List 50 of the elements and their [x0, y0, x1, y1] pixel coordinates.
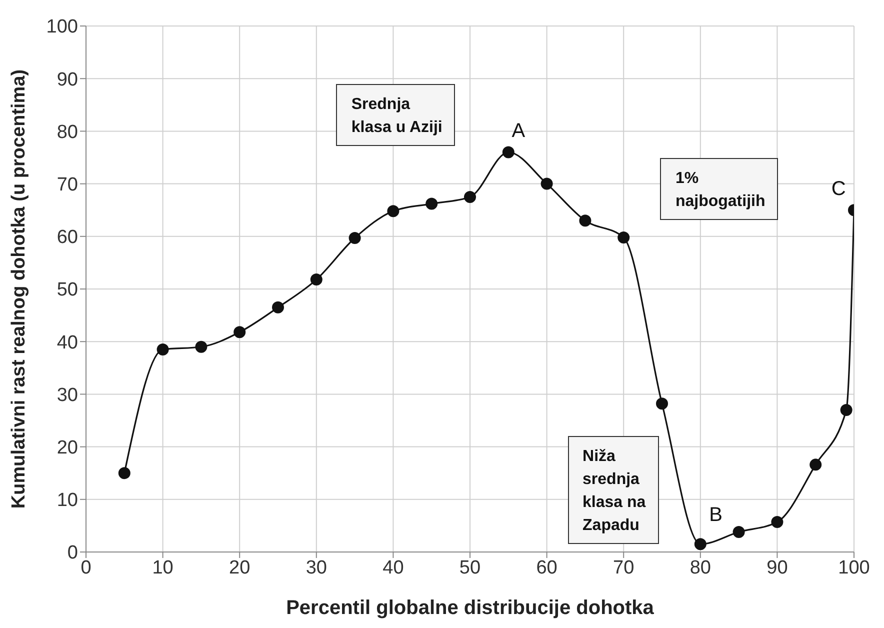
point: [464, 190, 476, 203]
x-tick-label: 20: [229, 557, 250, 578]
y-tick-label: 50: [56, 280, 78, 301]
point: [348, 232, 361, 244]
y-tick-label: 80: [56, 122, 78, 143]
x-tick-label: 30: [306, 557, 327, 578]
y-tick-label: 90: [56, 69, 78, 90]
annotation: Niža srednja klasa na Zapadu: [582, 447, 646, 536]
point: [426, 198, 438, 210]
y-tick-label: 20: [56, 438, 78, 459]
point: [771, 516, 784, 528]
annotation: B: [709, 504, 722, 526]
point: [272, 301, 284, 314]
point: [502, 146, 514, 158]
point: [234, 326, 246, 338]
x-tick-label: 10: [152, 557, 174, 578]
x-tick-label: 60: [536, 557, 558, 578]
point: [732, 526, 745, 538]
point: [579, 214, 592, 227]
x-tick-label: 100: [838, 557, 870, 578]
y-axis-title: Kumulativni rast realnog dohotka (u procentima): [8, 69, 30, 509]
x-axis-title: Percentil globalne distribucije dohotka: [286, 597, 655, 619]
x-tick-label: 40: [382, 557, 404, 578]
y-tick-label: 40: [56, 332, 78, 354]
point: [810, 458, 822, 471]
point: [840, 404, 852, 416]
point: [195, 340, 208, 353]
point: [694, 538, 706, 550]
x-tick-label: 50: [459, 557, 481, 578]
annotation: Srednja klasa u Aziji: [351, 94, 442, 138]
x-tick-label: 70: [613, 557, 634, 578]
point: [156, 343, 169, 356]
y-tick-label: 70: [56, 174, 78, 196]
point: [540, 178, 553, 190]
annotation: C: [831, 178, 846, 200]
point: [118, 467, 130, 480]
point: [387, 205, 400, 218]
point: [618, 231, 630, 244]
y-tick-label: 10: [56, 490, 78, 512]
y-tick-label: 0: [67, 542, 78, 564]
x-tick-label: 80: [690, 557, 711, 578]
y-tick-label: 100: [46, 16, 78, 38]
point: [656, 398, 668, 410]
point: [310, 274, 322, 286]
annotation: 1% najbogatijih: [675, 168, 766, 212]
y-tick-label: 30: [56, 384, 78, 406]
y-tick-label: 60: [56, 227, 78, 248]
x-tick-label: 0: [80, 557, 92, 578]
x-tick-label: 90: [766, 557, 788, 578]
annotation: A: [512, 120, 526, 142]
